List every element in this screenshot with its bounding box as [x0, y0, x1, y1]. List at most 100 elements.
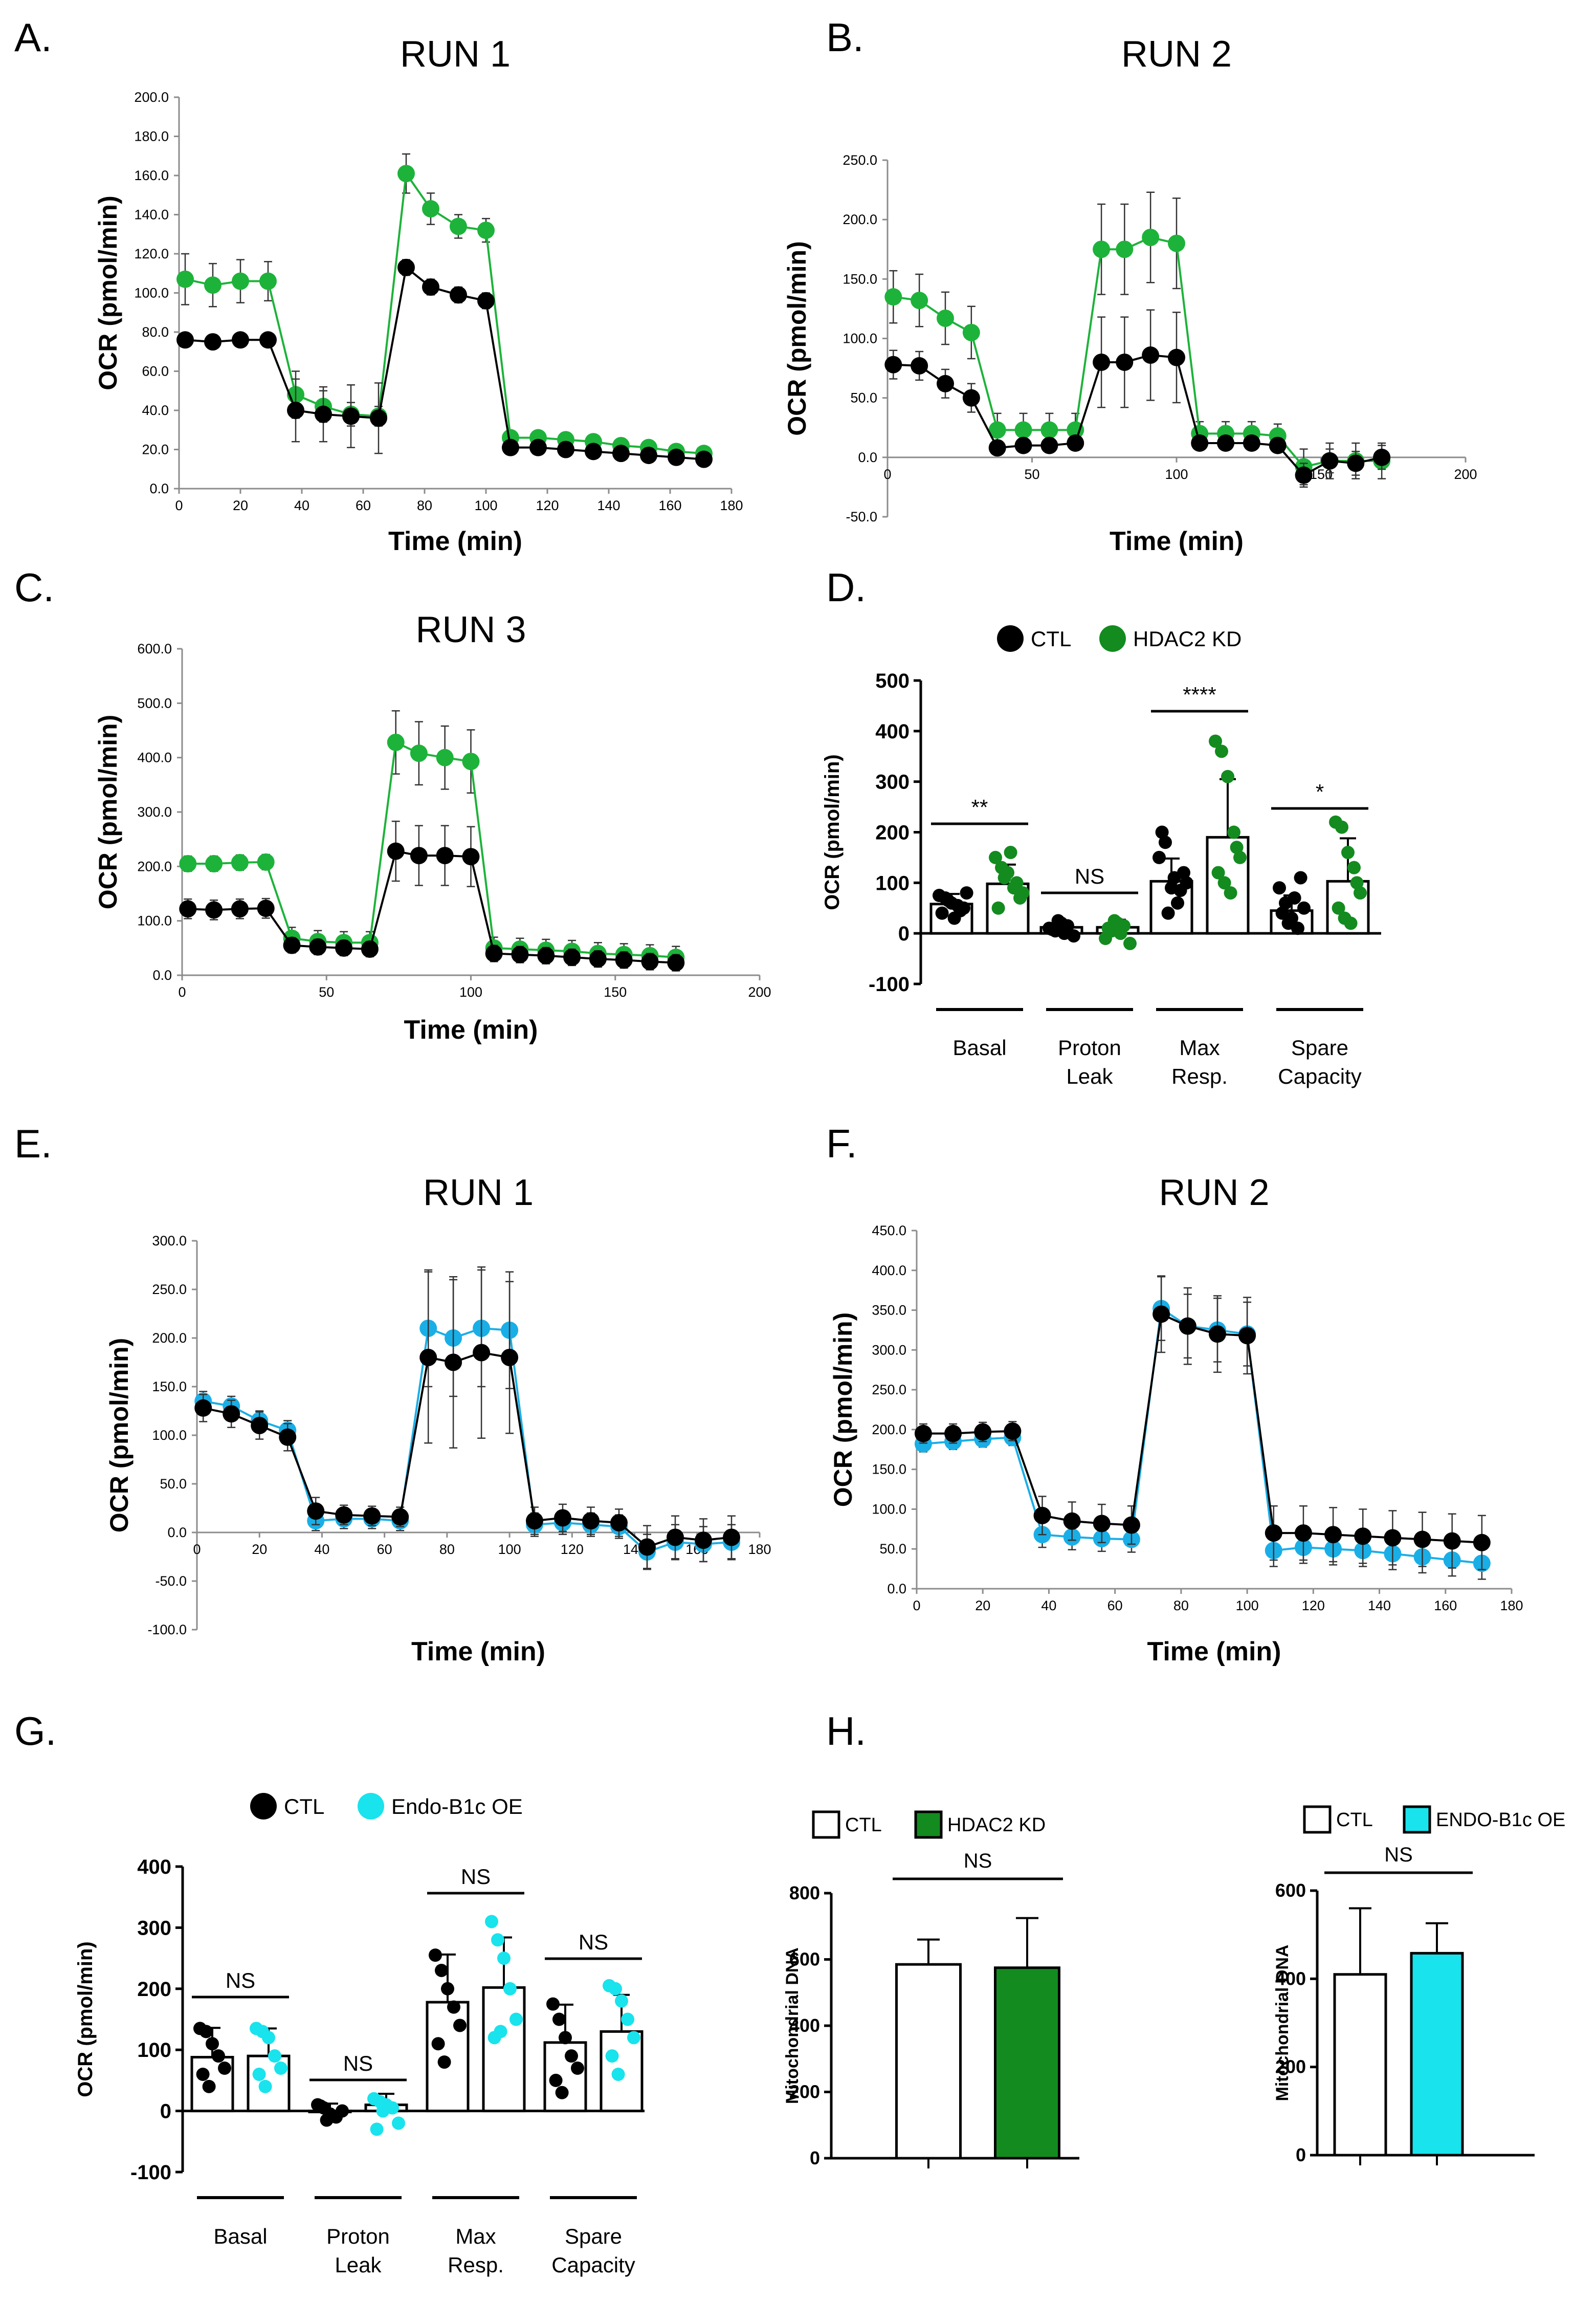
category-label: Max Resp. [448, 2224, 504, 2277]
category-label: Basal [213, 2224, 267, 2248]
panel-d-bar-chart: -100 0 100 200 300 400 500 OCR (pmol/min) CTL HDA… [821, 625, 1381, 1088]
x-tick-label: 160 [1434, 1598, 1457, 1613]
scatter-point [1114, 927, 1127, 940]
x-tick-label: 60 [377, 1542, 392, 1557]
panel-letter-e: E. [14, 1121, 52, 1166]
scatter-point [336, 2104, 349, 2118]
legend-marker [250, 1793, 277, 1819]
panel-letter-d: D. [826, 565, 866, 610]
x-axis-label: Time (min) [411, 1637, 545, 1667]
panel-h-endo-mtdna-chart: 0 200 400 600 Mitochondrial DNA CTL ENDO-B1c O… [1273, 1805, 1565, 2165]
data-point [204, 276, 221, 294]
x-tick-label: 80 [1173, 1598, 1189, 1613]
y-tick-label: 0 [160, 2100, 171, 2123]
scatter-point [494, 2025, 507, 2038]
x-tick-label: 20 [233, 498, 248, 513]
y-axis-label: OCR (pmol/min) [74, 1941, 97, 2097]
x-tick-label: 160 [658, 498, 681, 513]
bar [1410, 1952, 1464, 2157]
y-tick-label: 300.0 [152, 1233, 187, 1248]
legend-label: CTL [1031, 627, 1071, 651]
data-point [257, 900, 275, 917]
x-tick-label: 150 [604, 984, 627, 1000]
y-tick-label: 400 [875, 720, 910, 743]
scatter-point [431, 2037, 445, 2051]
data-point [179, 855, 197, 873]
panel-letter-f: F. [826, 1121, 857, 1166]
data-point [1238, 1327, 1256, 1345]
scatter-point [1107, 914, 1121, 928]
data-point [335, 1506, 353, 1524]
data-point [450, 286, 467, 304]
x-tick-label: 100 [459, 984, 482, 1000]
y-tick-label: 250.0 [152, 1282, 187, 1297]
data-point [1179, 1317, 1196, 1335]
category-label: Proton Leak [1058, 1036, 1121, 1088]
data-point [391, 1508, 409, 1526]
scatter-point [262, 2031, 275, 2045]
series-line [188, 740, 676, 958]
scatter-point [1155, 825, 1169, 839]
data-point [1321, 452, 1339, 470]
series-line [893, 236, 1382, 468]
data-point [363, 1507, 381, 1525]
scatter-point [611, 2067, 625, 2081]
significance-label: ** [971, 795, 988, 819]
y-tick-label: 100 [875, 872, 910, 894]
chart-title: RUN 1 [400, 34, 511, 75]
series-line [185, 170, 704, 455]
scatter-point [1180, 876, 1193, 890]
data-point [585, 443, 602, 461]
data-point [1014, 436, 1032, 454]
data-point [937, 375, 954, 392]
data-point [589, 950, 607, 968]
data-point [307, 1502, 325, 1520]
data-point [1473, 1533, 1491, 1551]
y-tick-label: 200 [789, 2081, 820, 2102]
legend-swatch [1403, 1805, 1431, 1834]
bar [482, 1986, 526, 2113]
x-tick-label: 100 [474, 498, 497, 513]
y-tick-label: 0.0 [887, 1581, 906, 1596]
y-tick-label: 400.0 [872, 1263, 906, 1278]
data-point [309, 938, 327, 956]
data-point [259, 272, 277, 290]
data-point [462, 848, 480, 866]
chart-title: RUN 2 [1121, 34, 1232, 75]
scatter-point [1123, 936, 1137, 950]
y-tick-label: 200.0 [137, 859, 172, 874]
y-tick-label: 200.0 [843, 212, 877, 227]
y-tick-label: 0 [898, 923, 910, 945]
data-point [612, 445, 630, 463]
y-axis-label: Mitochondrial DNA [783, 1947, 802, 2104]
data-point [667, 954, 685, 972]
data-point [204, 333, 221, 351]
scatter-point [1275, 906, 1289, 920]
chart-title: RUN 2 [1159, 1172, 1269, 1213]
data-point [554, 1509, 571, 1527]
scatter-point [1171, 896, 1184, 910]
data-point [176, 331, 194, 349]
data-point [232, 272, 249, 290]
scatter-point [1016, 886, 1030, 900]
y-tick-label: 400 [789, 2015, 820, 2036]
significance-label: NS [461, 1865, 491, 1889]
y-axis-label: OCR (pmol/min) [783, 241, 811, 436]
data-point [1384, 1529, 1402, 1547]
scatter-point [1167, 871, 1181, 885]
data-point [1152, 1305, 1170, 1323]
data-point [335, 939, 353, 957]
y-tick-label: -100 [869, 973, 910, 996]
scatter-point [1209, 734, 1222, 748]
legend-swatch [812, 1810, 840, 1839]
scatter-point [1294, 871, 1307, 885]
scatter-point [627, 2031, 640, 2045]
data-point [287, 402, 304, 419]
data-point [436, 749, 454, 766]
y-axis-label: OCR (pmol/min) [105, 1338, 134, 1533]
chart-title: RUN 3 [415, 609, 526, 650]
x-axis-label: Time (min) [388, 527, 522, 556]
scatter-point [552, 2012, 566, 2026]
y-tick-label: 100.0 [843, 331, 877, 346]
scatter-point [497, 1952, 511, 1965]
